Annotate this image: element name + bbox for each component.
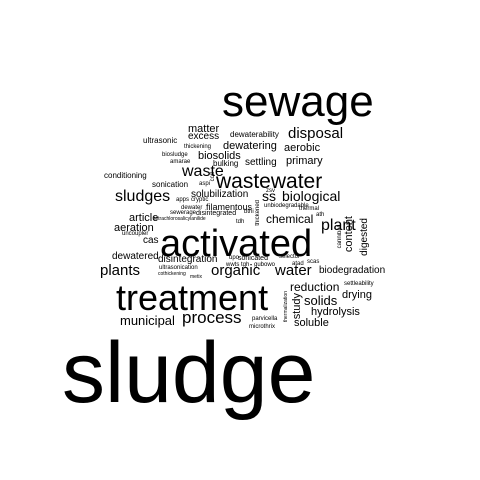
word-plant: plant <box>321 217 356 234</box>
word-cothickening: cothickening <box>158 271 186 277</box>
word-solubilization: solubilization <box>191 189 249 200</box>
word-biosolids: biosolids <box>198 150 241 162</box>
word-amarae: amarae <box>170 159 191 165</box>
word-treatment: treatment <box>116 277 269 318</box>
word-filamentous: filamentous <box>206 202 253 212</box>
word-thickened: thickened <box>255 200 261 226</box>
word-excess: excess <box>188 131 220 142</box>
word-municipal: municipal <box>120 313 175 328</box>
word-primary: primary <box>286 155 323 167</box>
word-ultrasonication: ultrasonication <box>159 265 198 271</box>
word-wwts: wwts <box>226 262 240 268</box>
word-cas: cas <box>143 235 159 246</box>
word-tetrachlorosalicylanilide: tetrachlorosalicylanilide <box>154 216 206 222</box>
word-wastewater: wastewater <box>216 170 323 193</box>
word-hydrolysis: hydrolysis <box>311 306 360 318</box>
word-study: study <box>291 293 303 320</box>
word-settling: settling <box>245 157 277 168</box>
word-microthrix: microthrix <box>249 324 276 330</box>
word-unbiodegradable: unbiodegradable <box>264 203 309 209</box>
word-sludge: sludge <box>62 325 316 421</box>
word-thickening: thickening <box>184 144 212 150</box>
word-activated: activated <box>160 223 313 265</box>
word-settleability: settleability <box>344 281 374 287</box>
word-chemical: chemical <box>266 212 314 226</box>
word-disintegration: disintegration <box>158 254 218 265</box>
word-dewatering: dewatering <box>223 140 277 152</box>
word-cannibal: cannibal <box>337 226 343 249</box>
word-biodegradation: biodegradation <box>319 265 386 276</box>
word-thermal: thermal <box>299 206 320 212</box>
word-selector: selector <box>279 254 301 260</box>
word-content: content <box>343 216 355 253</box>
word-ath: ath <box>316 212 325 218</box>
word-reduction: reduction <box>290 280 340 294</box>
word-tgh: tgh <box>241 262 250 268</box>
word-plants: plants <box>100 262 141 279</box>
word-ultrasonic: ultrasonic <box>143 136 178 145</box>
word-disintegrated: disintegrated <box>196 210 237 217</box>
word-thermalization: thermalization <box>283 291 289 323</box>
word-atad: atad <box>292 261 304 267</box>
word-dewater: dewater <box>181 205 203 211</box>
word-sewage: sewage <box>222 77 374 126</box>
word-waste: waste <box>182 163 224 180</box>
word-sonicated: sonicated <box>238 255 268 262</box>
word-uncoupler: uncoupler <box>122 231 149 237</box>
word-sludges: sludges <box>115 188 171 205</box>
word-process: process <box>182 308 242 327</box>
word-sonication: sonication <box>152 180 189 189</box>
word-digested: digested <box>359 218 370 256</box>
word-gubowo: gubowo <box>254 262 276 268</box>
word-apps: apps <box>176 197 190 203</box>
word-biosludge: biosludge <box>162 152 188 158</box>
word-aerobic: aerobic <box>284 142 321 154</box>
word-dewatered: dewatered <box>112 251 159 262</box>
word-organic: organic <box>211 262 261 279</box>
word-aspi: aspi <box>199 181 211 187</box>
word-dewaterability: dewaterability <box>230 130 279 139</box>
word-tdh: tdh <box>236 219 245 225</box>
word-conditioning: conditioning <box>104 171 147 180</box>
word-bthi: bthi <box>244 209 254 215</box>
word-zsv: zsv <box>266 188 275 194</box>
word-solids: solids <box>304 293 338 308</box>
word-ccd: ccd <box>210 172 216 182</box>
word-bulking: bulking <box>213 159 239 168</box>
word-ss: ss <box>262 188 276 204</box>
word-metix: metix <box>190 274 202 280</box>
word-parvicella: parvicella <box>252 316 278 322</box>
word-article: article <box>129 212 159 224</box>
word-biological: biological <box>282 188 341 204</box>
word-water: water <box>275 262 312 279</box>
word-soluble: soluble <box>294 317 329 329</box>
word-disposal: disposal <box>288 125 344 142</box>
word-scas: scas <box>307 259 320 265</box>
word-aeration: aeration <box>114 222 154 234</box>
word-sewerage: sewerage <box>170 210 197 216</box>
word-cryptic: cryptic <box>191 197 209 203</box>
word-matter: matter <box>188 123 220 135</box>
word-upo: upo <box>229 255 240 261</box>
word-drying: drying <box>342 289 372 301</box>
